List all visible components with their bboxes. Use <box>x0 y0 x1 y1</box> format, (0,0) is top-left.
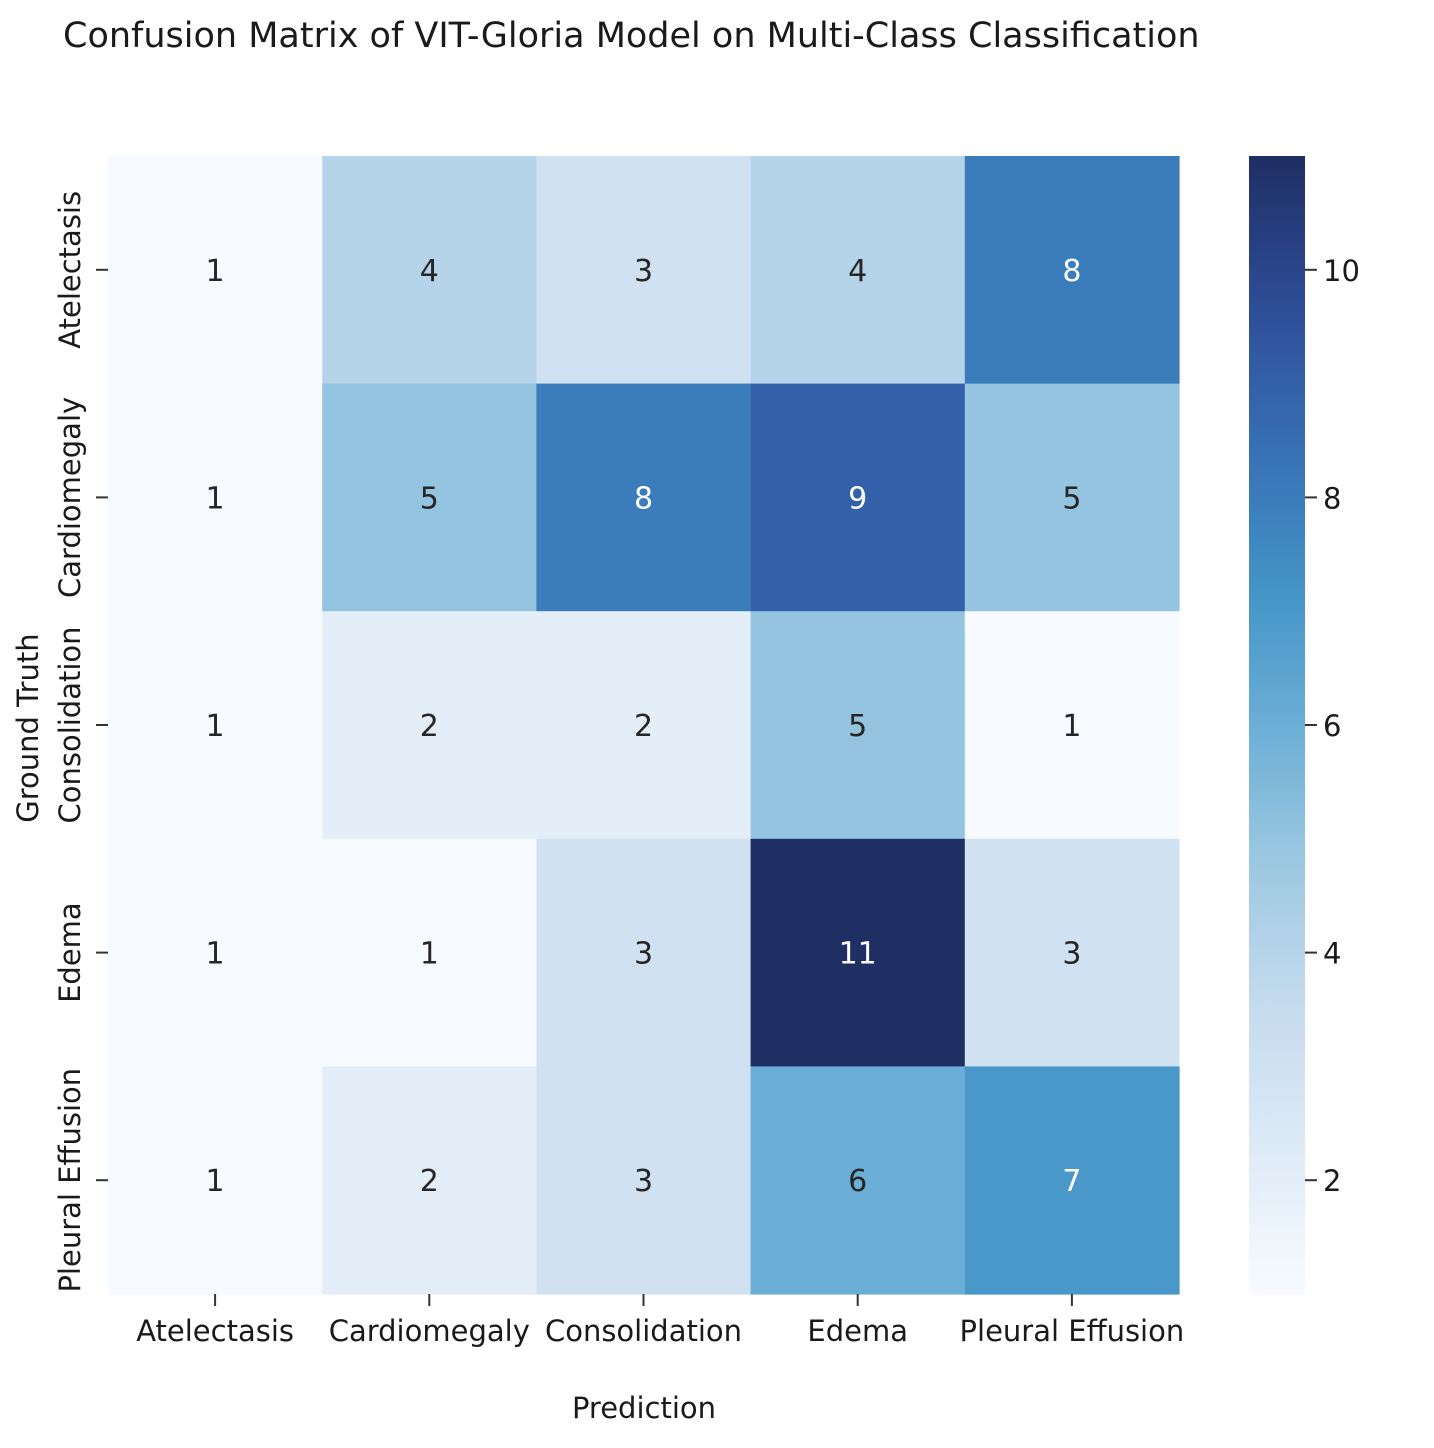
cell-r2-c0 <box>108 611 323 840</box>
cell-r4-c0 <box>108 1066 323 1295</box>
x-tick-label-3: Edema <box>807 1314 908 1348</box>
cell-r3-c0 <box>108 838 323 1067</box>
cell-r4-c1 <box>322 1066 537 1295</box>
x-tick-label-0: Atelectasis <box>136 1314 294 1348</box>
cell-label-r0-c0: 1 <box>206 254 225 289</box>
cell-r1-c3 <box>750 383 966 612</box>
cell-label-r4-c4: 7 <box>1062 1164 1081 1199</box>
cell-label-r0-c2: 3 <box>634 254 653 289</box>
colorbar-ticks: 2 4 6 8 10 <box>1305 254 1360 1198</box>
cell-label-r0-c4: 8 <box>1062 254 1081 289</box>
y-axis-label: Ground Truth <box>11 633 45 822</box>
cell-r2-c3 <box>750 611 966 840</box>
cell-r0-c4 <box>964 156 1180 385</box>
x-tick-label-2: Consolidation <box>545 1314 742 1348</box>
cell-r1-c2 <box>536 383 752 612</box>
cell-label-r2-c4: 1 <box>1062 709 1081 744</box>
cell-label-r2-c2: 2 <box>634 709 653 744</box>
y-axis: Atelectasis Cardiomegaly Consolidation Edem… <box>53 191 108 1293</box>
cell-label-r0-c3: 4 <box>848 254 867 289</box>
cell-r1-c4 <box>964 383 1180 612</box>
chart-title: Confusion Matrix of VIT-Gloria Model on … <box>63 16 1200 56</box>
colorbar-tick-label-1: 4 <box>1323 937 1341 971</box>
cell-label-r4-c1: 2 <box>420 1164 439 1199</box>
x-axis: Atelectasis Cardiomegaly Consolidation Edem… <box>136 1294 1184 1348</box>
colorbar-tick-label-2: 6 <box>1323 709 1341 743</box>
colorbar-tick-label-3: 8 <box>1323 481 1341 515</box>
colorbar-tick-label-4: 10 <box>1323 254 1360 288</box>
cell-label-r3-c3: 11 <box>839 937 877 972</box>
y-tick-label-3: Edema <box>53 902 87 1003</box>
heatmap-cells <box>108 156 1180 1295</box>
cell-label-r4-c0: 1 <box>206 1164 225 1199</box>
cell-r0-c2 <box>536 156 752 385</box>
y-tick-label-0: Atelectasis <box>53 191 87 349</box>
cell-r3-c2 <box>536 838 752 1067</box>
cell-label-r3-c2: 3 <box>634 937 653 972</box>
cell-r4-c4 <box>964 1066 1180 1295</box>
cell-label-r2-c1: 2 <box>420 709 439 744</box>
cell-r4-c3 <box>750 1066 966 1295</box>
x-tick-label-1: Cardiomegaly <box>329 1314 530 1348</box>
x-axis-label: Prediction <box>572 1391 716 1425</box>
cell-r1-c1 <box>322 383 537 612</box>
cell-r0-c1 <box>322 156 537 385</box>
y-tick-label-2: Consolidation <box>53 626 87 823</box>
cell-label-r3-c0: 1 <box>206 937 225 972</box>
cell-label-r1-c1: 5 <box>420 481 439 516</box>
colorbar <box>1249 156 1305 1294</box>
cell-r0-c3 <box>750 156 966 385</box>
x-tick-label-4: Pleural Effusion <box>960 1314 1185 1348</box>
cell-r1-c0 <box>108 383 323 612</box>
cell-label-r1-c0: 1 <box>206 481 225 516</box>
cell-r3-c3 <box>750 838 966 1067</box>
cell-r2-c4 <box>964 611 1180 840</box>
cell-r4-c2 <box>536 1066 752 1295</box>
cell-label-r2-c3: 5 <box>848 709 867 744</box>
cell-label-r3-c1: 1 <box>420 937 439 972</box>
cell-label-r4-c2: 3 <box>634 1164 653 1199</box>
cell-r3-c4 <box>964 838 1180 1067</box>
cell-r0-c0 <box>108 156 323 385</box>
cell-r2-c2 <box>536 611 752 840</box>
heatmap-cell-labels: 1 4 3 4 81 5 8 9 51 2 2 5 11 1 3 11 31 2 3 6 7 <box>206 254 1082 1199</box>
cell-label-r4-c3: 6 <box>848 1164 867 1199</box>
colorbar-tick-label-0: 2 <box>1323 1164 1341 1198</box>
cell-label-r1-c4: 5 <box>1062 481 1081 516</box>
cell-label-r0-c1: 4 <box>420 254 439 289</box>
cell-label-r3-c4: 3 <box>1062 937 1081 972</box>
cell-label-r1-c3: 9 <box>848 481 867 516</box>
cell-label-r1-c2: 8 <box>634 481 653 516</box>
cell-label-r2-c0: 1 <box>206 709 225 744</box>
cell-r3-c1 <box>322 838 537 1067</box>
cell-r2-c1 <box>322 611 537 840</box>
y-tick-label-1: Cardiomegaly <box>53 397 87 598</box>
y-tick-label-4: Pleural Effusion <box>53 1068 87 1293</box>
